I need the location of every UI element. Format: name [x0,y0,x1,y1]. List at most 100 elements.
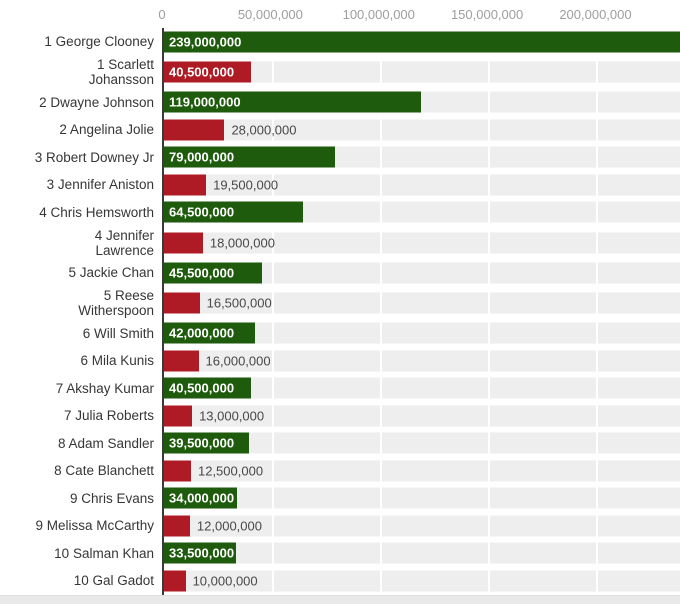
bar-row: 7 Julia Roberts 13,000,000 [0,402,680,430]
bar-row: 8 Adam Sandler 39,500,000 [0,429,680,457]
row-label: 4 Jennifer Lawrence [94,227,154,258]
bar-actor[interactable] [164,146,335,168]
gridline [379,515,382,537]
bar-value-label: 28,000,000 [231,122,297,138]
gridline [595,377,598,399]
gridline [379,460,382,482]
gridline [271,232,274,253]
gridline [595,201,598,223]
gridline [595,405,598,427]
bar-row: 5 Reese Witherspoon 16,500,000 [0,286,680,320]
axis-tick-label: 50,000,000 [237,7,303,22]
row-label: 10 Salman Khan [54,545,154,561]
bar-value-label: 12,000,000 [196,518,262,534]
row-label: 9 Chris Evans [69,490,154,506]
bar-value-label: 45,500,000 [169,265,235,281]
gridline [487,570,490,592]
gridline [487,61,490,83]
gridline [595,487,598,509]
gridline [595,542,598,564]
row-band [164,487,680,509]
bar-value-label: 239,000,000 [169,34,242,50]
row-plot-area: 12,500,000 [162,457,680,485]
bar-actor[interactable] [164,542,237,564]
gridline [595,460,598,482]
bar-actor[interactable] [164,262,263,284]
gridline [271,377,274,399]
row-plot-area: 12,000,000 [162,512,680,540]
row-label: 2 Dwayne Johnson [39,94,154,110]
bar-actor[interactable] [164,201,304,223]
gridline [379,405,382,427]
bar-actress[interactable] [164,350,199,372]
row-label: 5 Jackie Chan [68,265,154,281]
gridline [487,146,490,168]
row-plot-area: 18,000,000 [162,226,680,259]
row-plot-area: 45,500,000 [162,259,680,287]
bar-actress[interactable] [164,570,186,592]
row-plot-area: 19,500,000 [162,171,680,199]
axis-tick-label: 0 [158,7,166,22]
gridline [271,119,274,141]
bar-row: 1 George Clooney 239,000,000 [0,28,680,56]
bar-actor[interactable] [164,91,421,113]
gridline [379,377,382,399]
gridline [271,350,274,372]
row-plot-area: 28,000,000 [162,116,680,144]
axis-tick-label: 150,000,000 [450,7,524,22]
bar-row: 6 Will Smith 42,000,000 [0,319,680,347]
gridline [487,232,490,253]
row-band [164,232,680,253]
gridline [379,487,382,509]
gridline [271,432,274,454]
row-plot-area: 42,000,000 [162,319,680,347]
row-label: 6 Mila Kunis [80,353,154,369]
gridline [487,91,490,113]
bar-actor[interactable] [164,487,238,509]
gridline [487,460,490,482]
bar-actor[interactable] [164,31,680,53]
bar-value-label: 12,500,000 [197,463,264,479]
bar-value-label: 16,500,000 [206,295,272,311]
bar-actor[interactable] [164,432,250,454]
bar-actress[interactable] [164,515,190,537]
gridline [379,542,382,564]
gridline [379,232,382,253]
gridline [379,174,382,196]
row-band [164,292,680,314]
bar-value-label: 19,500,000 [213,177,279,193]
row-band [164,322,680,344]
gridline [379,146,382,168]
gridline [271,174,274,196]
row-band [164,350,680,372]
bar-actress[interactable] [164,232,203,253]
gridline [487,377,490,399]
bar-actress[interactable] [164,460,191,482]
bar-actress[interactable] [164,292,200,314]
bar-actress[interactable] [164,174,207,196]
gridline [379,432,382,454]
gridline [595,174,598,196]
row-plot-area: 40,500,000 [162,374,680,402]
gridline [271,405,274,427]
bar-actress[interactable] [164,119,225,141]
gridline [595,350,598,372]
bar-row: 8 Cate Blanchett 12,500,000 [0,457,680,485]
bar-actress[interactable] [164,405,193,427]
bar-row: 4 Chris Hemsworth 64,500,000 [0,198,680,226]
gridline [595,91,598,113]
gridline [487,322,490,344]
gridline [595,146,598,168]
bar-actor[interactable] [164,322,255,344]
gridline [595,292,598,314]
gridline [595,119,598,141]
bar-actor[interactable] [164,377,252,399]
bar-value-label: 13,000,000 [199,408,265,424]
gridline [595,322,598,344]
bar-value-label: 16,000,000 [205,353,271,369]
gridline [595,262,598,284]
row-band [164,515,680,537]
gridline [379,570,382,592]
bar-actress[interactable] [164,61,252,83]
row-plot-area: 40,500,000 [162,55,680,89]
